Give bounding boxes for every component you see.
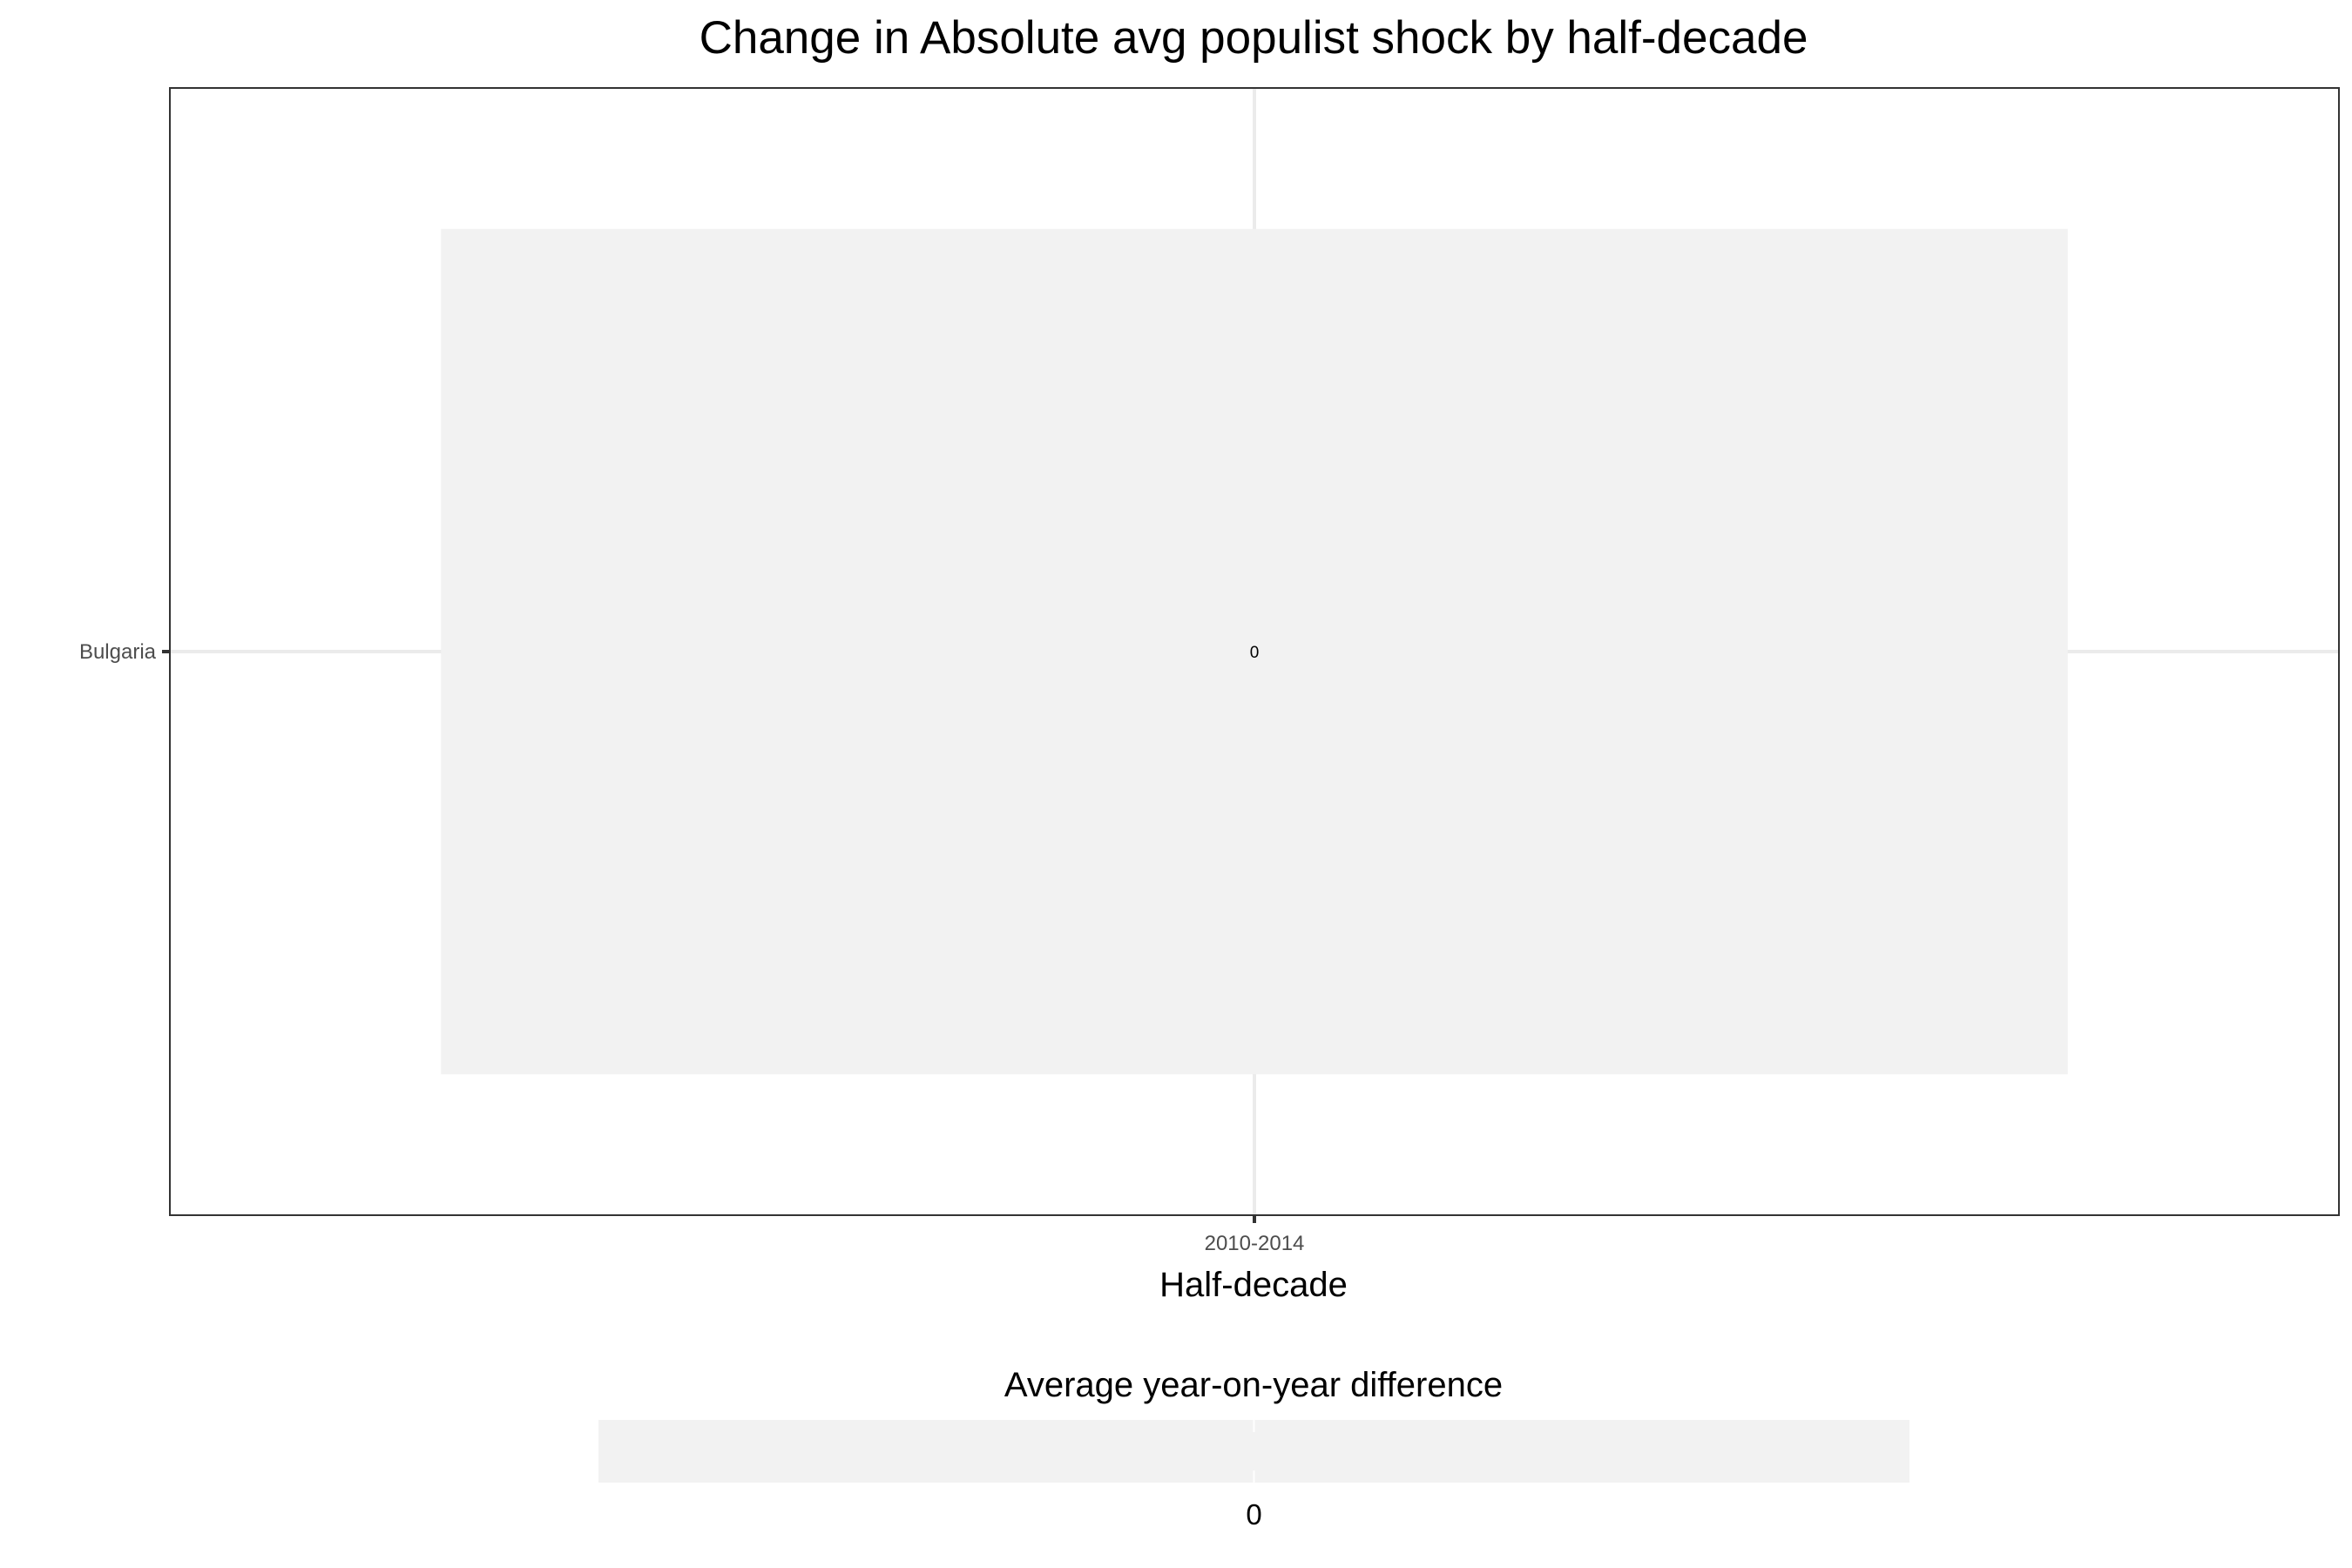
cell-labels: 0: [1250, 644, 1260, 662]
legend-tick-label: 0: [1246, 1498, 1261, 1531]
legend-title: Average year-on-year difference: [1004, 1366, 1503, 1404]
cell-value-label: 0: [1250, 644, 1260, 662]
legend-ticks: 0: [1246, 1420, 1262, 1531]
y-tick-label: Bulgaria: [79, 640, 157, 664]
plot-panel: 0: [169, 87, 2340, 1216]
x-axis: 2010-2014: [1205, 1215, 1305, 1255]
legend: Average year-on-year difference 0: [598, 1366, 1909, 1531]
x-tick-label: 2010-2014: [1205, 1232, 1305, 1255]
heatmap-tiles: [441, 228, 2068, 1075]
chart-title: Change in Absolute avg populist shock by…: [700, 12, 1808, 64]
y-axis: Bulgaria: [79, 640, 170, 664]
x-axis-title: Half-decade: [1159, 1266, 1348, 1304]
heatmap-tile: [441, 228, 2068, 1075]
